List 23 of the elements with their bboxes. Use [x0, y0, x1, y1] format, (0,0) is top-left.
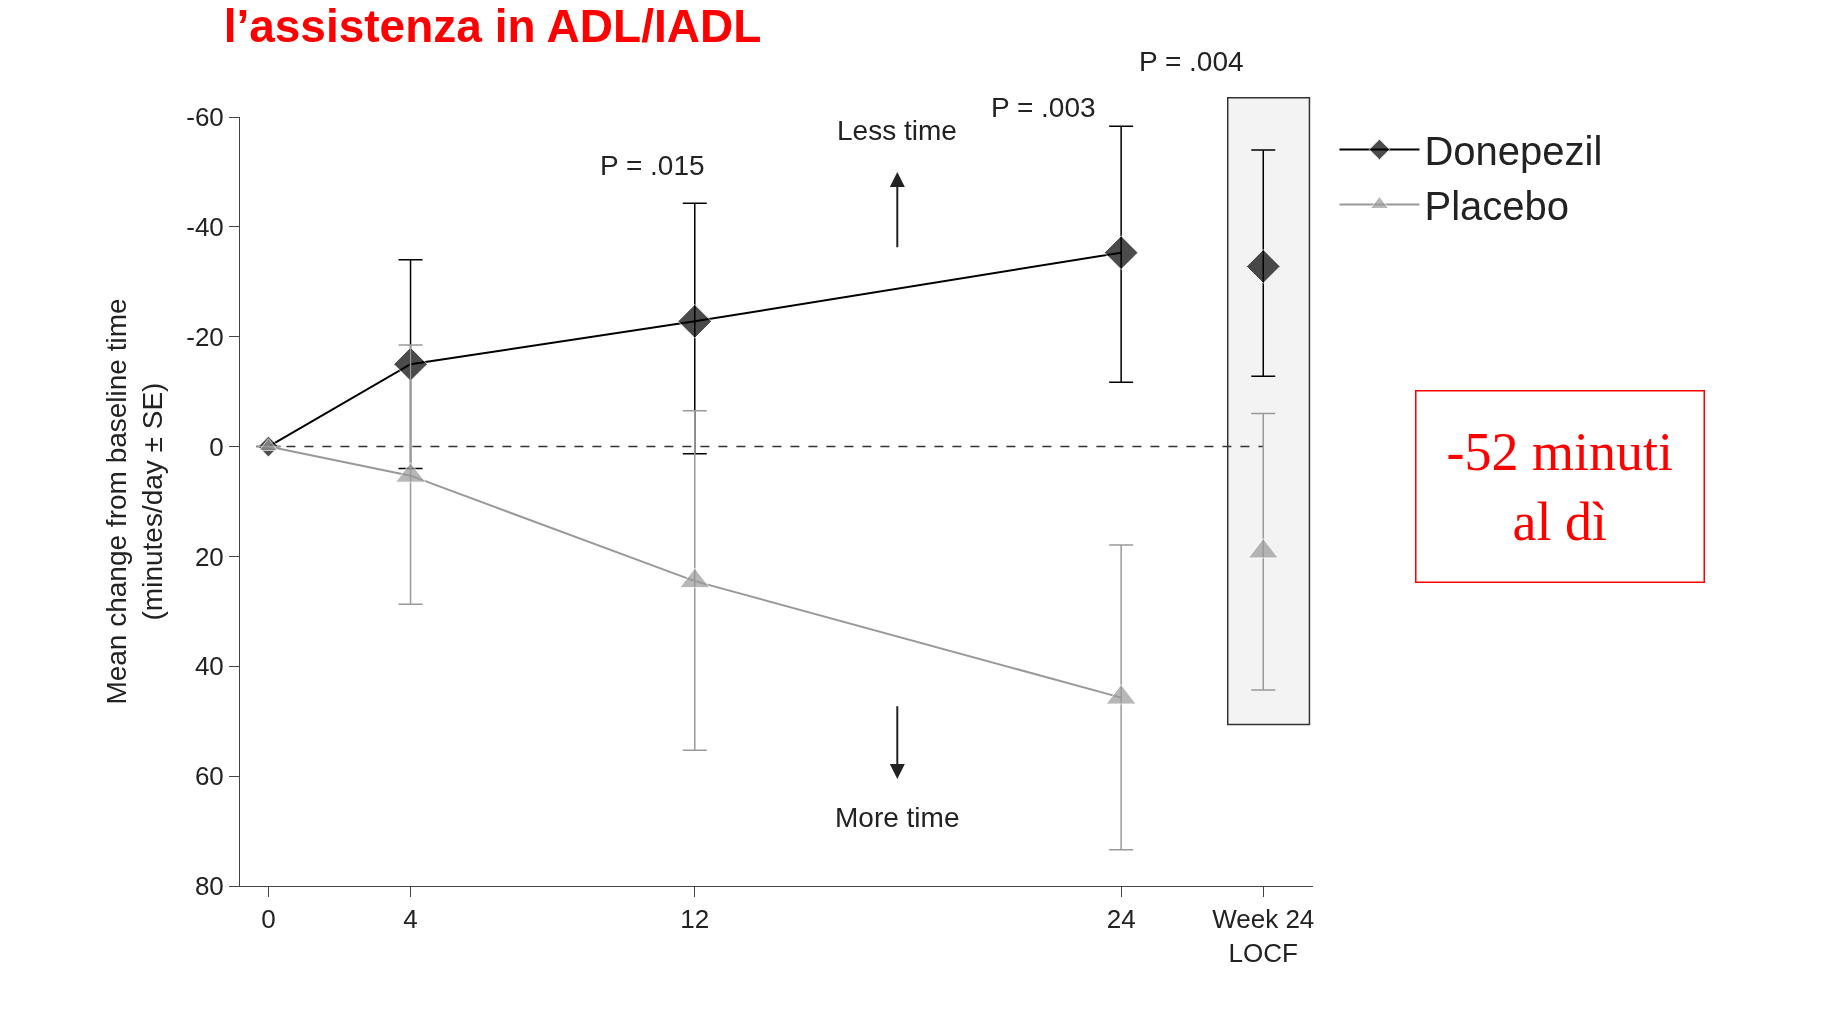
y-tick-label: -20 — [186, 321, 224, 352]
x-tick-label: 12 — [680, 904, 710, 935]
y-tick-label: 20 — [194, 541, 224, 572]
text: P = .004 — [1139, 46, 1244, 77]
y-axis-title: Mean change from baseline time (minutes/day ± SE) — [100, 298, 168, 705]
y-tick-label: 80 — [194, 871, 224, 902]
text: -52 minuti al dì — [1446, 421, 1673, 552]
y-tick-label: -60 — [186, 102, 224, 133]
y-tick-label: 40 — [194, 651, 224, 682]
annotation: P = .015 — [600, 150, 705, 181]
legend-label: Donepezil — [1424, 129, 1603, 174]
y-tick-label: 0 — [209, 431, 224, 462]
y-tick-label: 60 — [194, 761, 224, 792]
y-tick-label: -40 — [186, 211, 224, 242]
annotation: Less time — [837, 115, 957, 146]
x-tick-label: 0 — [261, 904, 276, 935]
annotation: More time — [835, 802, 960, 833]
x-tick-label: Week 24 LOCF — [1212, 904, 1315, 968]
chart-title: l’assistenza in ADL/IADL — [223, 0, 762, 53]
annotation: P = .003 — [991, 92, 1096, 123]
x-tick-label: 24 — [1106, 904, 1136, 935]
legend-label: Placebo — [1424, 184, 1570, 229]
x-tick-label: 4 — [403, 904, 418, 935]
